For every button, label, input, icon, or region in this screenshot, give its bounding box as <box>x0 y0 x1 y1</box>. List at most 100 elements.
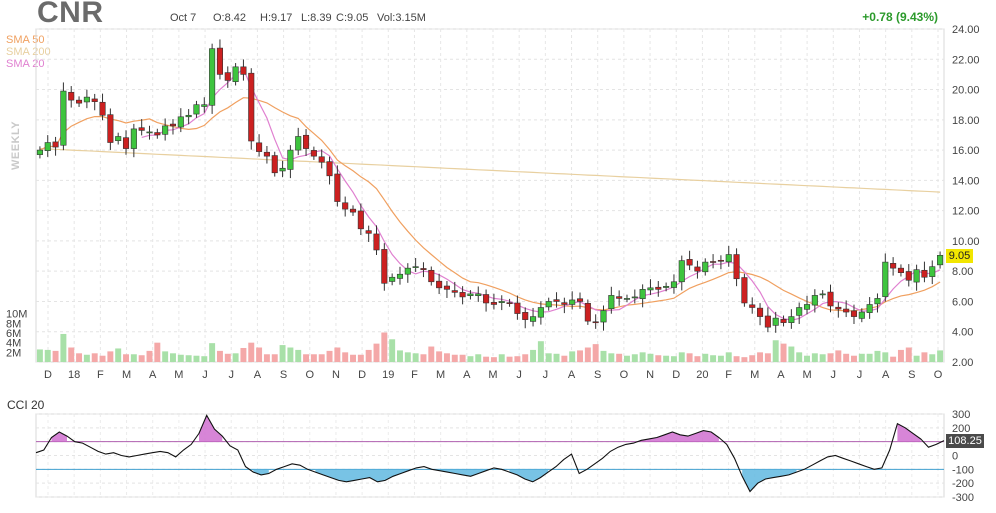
volume-bar <box>412 353 419 362</box>
volume-bar <box>858 353 865 362</box>
candle-body <box>600 310 607 323</box>
candle-body <box>780 319 787 323</box>
candle-body <box>99 101 106 116</box>
candle-body <box>310 150 317 157</box>
cci-overbought-fill <box>199 415 223 442</box>
candle-body <box>530 316 537 322</box>
quote-low: L:8.39 <box>301 12 332 24</box>
cci-overbought-fill <box>51 432 67 442</box>
volume-bar <box>506 356 513 362</box>
volume-bar <box>913 355 920 362</box>
candle-body <box>616 296 623 299</box>
volume-bar <box>475 354 482 362</box>
candle-body <box>937 254 944 266</box>
sma20-line <box>141 68 941 321</box>
candle-body <box>874 298 881 305</box>
quote-close: C:9.05 <box>336 12 369 24</box>
candle-body <box>232 66 239 82</box>
time-tick-label: J <box>831 369 837 381</box>
time-tick-label: O <box>305 369 314 381</box>
candle-body <box>608 295 615 310</box>
legend-sma20: SMA 20 <box>6 58 45 70</box>
quote-volume: Vol:3.15M <box>377 12 426 24</box>
time-tick-label: J <box>516 369 522 381</box>
volume-bar <box>60 333 67 362</box>
candle-body <box>819 293 826 296</box>
time-tick-label: D <box>44 369 52 381</box>
volume-bar <box>710 355 717 362</box>
candle-body <box>154 132 161 136</box>
volume-bar <box>271 354 278 362</box>
volume-bar <box>451 354 458 362</box>
candle-body <box>827 291 834 307</box>
volume-bar <box>436 351 443 362</box>
time-tick-label: N <box>646 369 654 381</box>
time-tick-label: O <box>934 369 943 381</box>
time-tick-label: M <box>750 369 759 381</box>
quote-open: O:8.42 <box>213 12 247 24</box>
time-tick-label: 18 <box>68 369 80 381</box>
quote-high: H:9.17 <box>260 12 293 24</box>
candle-body <box>623 298 631 300</box>
price-tick-label: 16.00 <box>952 145 980 157</box>
candle-body <box>725 254 732 263</box>
candle-body <box>467 293 474 297</box>
sma50-line <box>39 97 941 312</box>
time-tick-label: D <box>358 369 366 381</box>
candle-body <box>592 321 599 324</box>
price-tick-label: 14.00 <box>952 175 980 187</box>
candle-body <box>107 114 114 143</box>
volume-bar <box>608 353 615 362</box>
volume-bar <box>890 356 897 362</box>
time-tick-label: M <box>488 369 497 381</box>
candle-body <box>702 261 709 273</box>
candle-body <box>240 66 247 75</box>
candle-body <box>757 307 764 317</box>
candle-body <box>146 131 153 134</box>
candle-body <box>357 210 364 230</box>
candle-body <box>130 128 137 149</box>
candle-body <box>639 289 646 300</box>
candle-body <box>788 316 795 323</box>
cci-overbought-fill <box>641 430 719 442</box>
volume-bar <box>177 354 184 362</box>
volume-bar <box>757 352 764 362</box>
candle-body <box>647 287 654 291</box>
candle-body <box>929 266 936 277</box>
candle-body <box>326 161 333 177</box>
volume-bar <box>138 355 145 362</box>
candle-body <box>890 263 897 269</box>
cci-tick-label: -200 <box>952 478 974 490</box>
candle-body <box>122 137 130 149</box>
candle-body <box>459 292 466 298</box>
candle-body <box>373 233 380 251</box>
volume-bar <box>616 353 623 362</box>
volume-bar <box>342 352 349 362</box>
volume-bar <box>381 332 388 362</box>
volume-bar <box>185 355 192 362</box>
volume-bar <box>804 355 810 362</box>
candle-body <box>76 99 83 104</box>
volume-bar <box>553 353 560 362</box>
price-tick-label: 2.00 <box>952 357 973 369</box>
candle-body <box>678 260 685 283</box>
volume-bar <box>240 347 247 362</box>
volume-tick-label: 10M <box>6 309 27 321</box>
volume-bar <box>99 355 106 362</box>
candle-body <box>216 47 223 75</box>
candle-body <box>694 266 701 272</box>
candle-body <box>412 266 419 268</box>
price-tick-label: 4.00 <box>952 327 973 339</box>
candle-body <box>576 298 584 302</box>
volume-bar <box>404 352 411 362</box>
candle-body <box>866 304 873 313</box>
candle-body <box>256 142 263 152</box>
volume-bar <box>256 347 263 362</box>
volume-bar <box>373 343 380 362</box>
candle-body <box>396 273 404 279</box>
candle-body <box>835 306 842 310</box>
candle-body <box>663 286 670 288</box>
price-tick-label: 6.00 <box>952 296 973 308</box>
candle-body <box>279 167 286 172</box>
